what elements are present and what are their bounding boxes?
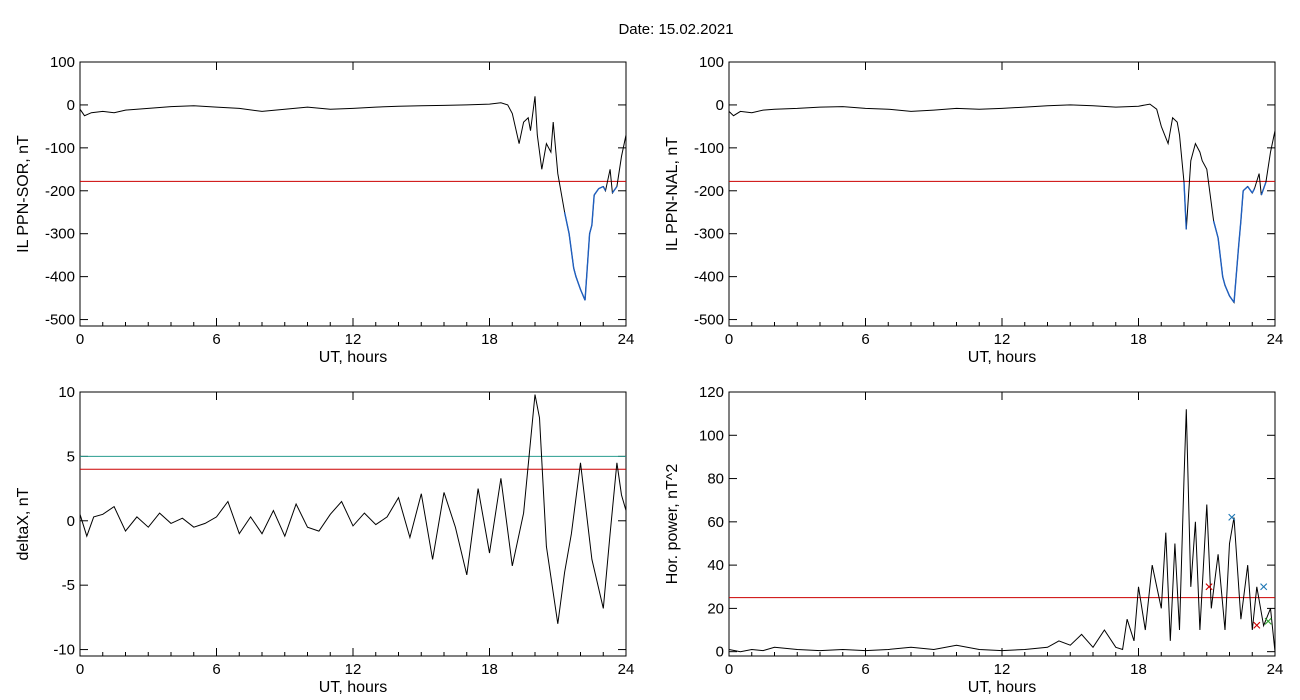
x-tick-label: 0 [76,331,84,348]
y-axis-label: deltaX, nT [15,487,32,560]
panel-deltax: 0 6 12 18 24 10 5 0 -5 -10 UT, hours deltaX, nT [15,384,634,696]
y-axis-label: IL PPN-NAL, nT [664,137,681,251]
y-tick-label: 0 [67,97,75,114]
x-tick-label: 0 [725,331,733,348]
x-tick-label: 18 [1130,331,1147,348]
highlight-segment [572,267,577,277]
panel-hor-power: 0 6 12 18 24 120 100 80 60 40 20 0 UT, hours Hor. pow… [664,384,1283,696]
highlight-segment [1233,246,1240,303]
series-line [728,409,1276,653]
y-tick-label: -10 [53,642,75,659]
highlight-segment [563,212,570,234]
y-tick-label: 80 [707,471,724,488]
event-marker: × [1259,579,1268,596]
event-marker: × [1252,618,1261,635]
x-tick-label: 6 [212,331,220,348]
y-tick-label: 0 [716,97,724,114]
highlight-segment [588,224,593,234]
highlight-segment [1224,284,1231,297]
y-tick-label: 20 [707,600,724,617]
panel-il-ppn-sor: 0 6 12 18 24 100 0 -100 -200 -300 -400 -500 UT, hour… [15,54,634,366]
highlight-segment [598,185,604,190]
event-marker: × [1227,510,1236,527]
y-tick-label: 5 [67,448,75,465]
highlight-segment [568,233,575,269]
y-tick-label: -500 [694,312,724,329]
x-axis-label: UT, hours [319,679,387,696]
y-tick-label: 60 [707,514,724,531]
y-tick-label: -100 [45,140,75,157]
plot-frame [728,391,1276,657]
y-tick-label: -300 [45,226,75,243]
x-tick-label: 12 [345,661,362,678]
y-tick-label: 0 [67,513,75,530]
highlight-segment [602,186,607,192]
highlight-segment [575,276,582,290]
highlight-segment [579,289,586,301]
highlight-segment [1228,295,1235,303]
series-line [728,103,1276,304]
event-marker: × [1204,579,1213,596]
event-marker: × [1264,613,1273,630]
plot-frame [79,391,627,657]
series-line [79,394,627,624]
x-tick-label: 18 [481,661,498,678]
highlight-segment [1260,181,1267,196]
y-tick-label: -200 [45,183,75,200]
highlight-segment [1242,185,1249,192]
plot-frame [728,61,1276,327]
x-tick-label: 18 [481,331,498,348]
x-tick-label: 6 [861,331,869,348]
y-tick-label: 100 [699,427,724,444]
x-tick-label: 0 [76,661,84,678]
x-tick-label: 24 [618,331,635,348]
series-line [79,96,627,301]
x-tick-label: 12 [345,331,362,348]
y-tick-label: -500 [45,312,75,329]
x-tick-label: 24 [618,661,635,678]
x-tick-label: 12 [994,331,1011,348]
y-tick-label: -300 [694,226,724,243]
y-tick-label: -5 [62,577,75,594]
x-tick-label: 6 [861,661,869,678]
y-tick-label: -200 [694,183,724,200]
y-tick-label: -400 [694,269,724,286]
y-tick-label: 40 [707,557,724,574]
x-tick-label: 24 [1267,661,1284,678]
panel-il-ppn-nal: 0 6 12 18 24 100 0 -100 -200 -300 -400 -500 UT, hour… [664,54,1283,366]
x-tick-label: 6 [212,661,220,678]
x-axis-label: UT, hours [968,679,1036,696]
y-tick-label: -100 [694,140,724,157]
highlight-segment [593,188,600,196]
y-axis-label: Hor. power, nT^2 [664,464,681,585]
plot-frame [79,61,627,327]
highlight-segment [611,186,618,194]
x-tick-label: 0 [725,661,733,678]
highlight-segment [1240,190,1244,221]
highlight-segment [591,195,595,226]
highlight-segment [1217,237,1224,277]
highlight-segment [1247,186,1253,194]
y-tick-label: 120 [699,384,724,401]
x-axis-label: UT, hours [319,349,387,366]
x-tick-label: 12 [994,661,1011,678]
highlight-segment [1237,220,1242,247]
highlight-segment [1183,182,1187,230]
highlight-segment [584,233,591,301]
highlight-segment [1221,276,1226,286]
highlight-segment [1251,188,1256,194]
highlight-segment [1212,220,1219,239]
figure-title: Date: 15.02.2021 [618,21,733,38]
y-tick-label: 100 [699,54,724,71]
y-tick-label: 100 [50,54,75,71]
y-axis-label: IL PPN-SOR, nT [15,135,32,253]
x-tick-label: 18 [1130,661,1147,678]
y-tick-label: -400 [45,269,75,286]
x-axis-label: UT, hours [968,349,1036,366]
x-tick-label: 24 [1267,331,1284,348]
y-tick-label: 10 [58,384,75,401]
y-tick-label: 0 [716,644,724,661]
